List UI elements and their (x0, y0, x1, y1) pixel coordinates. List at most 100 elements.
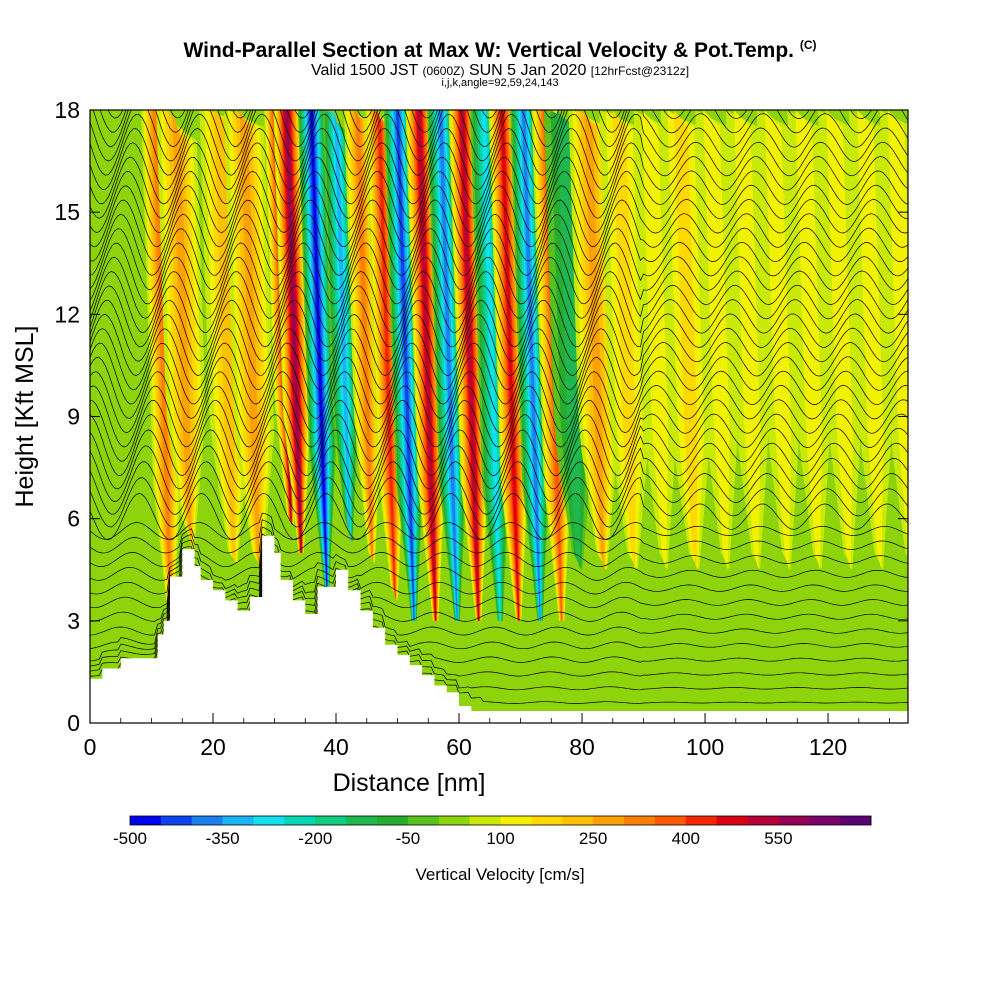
copyright-mark: (C) (799, 38, 817, 52)
isentrope-line (90, 128, 908, 191)
velocity-contour-fill (887, 110, 908, 554)
velocity-band (818, 110, 861, 570)
colorbar-tick-label: 100 (486, 829, 514, 848)
axes: 0 20 40 60 80 100 120 0 3 6 9 12 15 18 Distance [nm] He… (11, 97, 908, 797)
colorbar-swatch (191, 816, 223, 825)
colorbar-swatch (778, 816, 810, 825)
isentrope-line (90, 461, 908, 515)
terrain (90, 535, 484, 723)
velocity-contour-fill (826, 110, 853, 570)
isentrope-line (90, 429, 908, 490)
velocity-contour-fill (673, 110, 698, 570)
isentrope-line (90, 299, 908, 362)
colorbar-swatch (130, 816, 162, 825)
colorbar-tick-label: -350 (206, 829, 240, 848)
isentrope-line (90, 285, 908, 348)
x-tick-label: 100 (686, 734, 724, 760)
y-tick-label: 12 (54, 301, 80, 327)
isentrope-line (90, 185, 908, 248)
subtitle-date: SUN 5 Jan 2020 (468, 62, 587, 79)
y-tick-label: 9 (67, 404, 80, 430)
isentrope-line (90, 493, 908, 541)
velocity-band (879, 110, 908, 559)
x-tick-label: 120 (809, 734, 847, 760)
x-tick-label: 0 (84, 734, 97, 760)
isentrope-line (90, 371, 908, 434)
velocity-band (695, 110, 738, 570)
chart-subtitle: Valid 1500 JST (0600Z) SUN 5 Jan 2020 [1… (0, 62, 1000, 80)
isentrope-line (90, 142, 908, 205)
isentrope-line (90, 170, 908, 233)
velocity-contour-fill (500, 110, 519, 621)
velocity-band (725, 110, 769, 570)
colorbar-tick-label: -200 (298, 829, 332, 848)
colorbar-tick-label: 550 (764, 829, 792, 848)
isentrope-line (92, 110, 908, 148)
isentrope-line (90, 242, 908, 305)
velocity-contour-fill (557, 110, 581, 570)
chart-title: Wind-Parallel Section at Max W: Vertical… (0, 38, 1000, 63)
surface-band (459, 711, 908, 723)
colorbar-tick-label: 400 (672, 829, 700, 848)
colorbar-swatch (747, 816, 779, 825)
velocity-contour-fill (438, 110, 458, 621)
x-tick-label: 80 (569, 734, 595, 760)
x-tick-label: 20 (200, 734, 226, 760)
colorbar-swatch (407, 816, 440, 825)
chart-parameters: i,j,k,angle=92,59,24,143 (441, 77, 559, 89)
isentrope-line (90, 385, 908, 448)
velocity-contour-fill (481, 110, 501, 621)
colorbar-swatch (716, 816, 748, 825)
isentrope-line (90, 512, 908, 540)
colorbar-swatch (500, 816, 532, 825)
isentrope-line (90, 519, 908, 554)
isentrope-line (90, 540, 908, 595)
isentrope-line (90, 256, 908, 319)
isentrope-line (90, 477, 908, 528)
colorbar-swatch (531, 816, 563, 825)
velocity-contour-fill (239, 110, 260, 570)
colorbar-swatch (438, 816, 470, 825)
velocity-contour-fill (172, 110, 192, 550)
isentrope-line (90, 213, 908, 276)
isentrope-line (90, 199, 908, 262)
velocity-contour-fill (703, 110, 730, 570)
subtitle-valid: Valid 1500 JST (310, 62, 418, 79)
velocity-band (787, 110, 830, 570)
isentrope-line (90, 547, 908, 609)
isentrope-line (99, 110, 872, 133)
y-axis-label: Height [Kft MSL] (11, 325, 39, 507)
x-tick-label: 60 (446, 734, 472, 760)
terrain-mask (90, 535, 908, 723)
colorbar-swatch (809, 816, 841, 825)
isentrope-line (90, 399, 908, 462)
velocity-contour-fill (733, 110, 761, 570)
velocity-contour-fill (310, 110, 328, 587)
velocity-contour-fill (152, 110, 172, 621)
isentrope-line (90, 328, 908, 391)
colorbar-tick-label: -500 (113, 829, 147, 848)
y-tick-label: 6 (67, 506, 80, 532)
colorbar-swatch (840, 816, 872, 825)
colorbar-swatch (377, 816, 409, 825)
isentrope-line (90, 113, 908, 176)
isentrope-line (90, 110, 908, 162)
colorbar-tick-label: 250 (579, 829, 607, 848)
subtitle-forecast: [12hrFcst@2312z] (590, 64, 690, 78)
colorbar-tick-label: -50 (396, 829, 421, 848)
colorbar-swatch (654, 816, 687, 825)
isentrope-line (90, 313, 908, 376)
colorbar-swatch (253, 816, 285, 825)
x-tick-label: 40 (323, 734, 349, 760)
velocity-contour-fill (521, 110, 541, 621)
isentrope-line (90, 554, 908, 622)
velocity-contour-fill (795, 110, 822, 570)
title-text: Wind-Parallel Section at Max W: Vertical… (183, 39, 794, 62)
velocity-contour-fill (641, 110, 669, 570)
isentrope-line (90, 228, 908, 291)
colorbar-swatch (593, 816, 625, 825)
isentrope-line (90, 526, 908, 568)
y-tick-label: 18 (54, 97, 80, 123)
isentrope-line (90, 356, 908, 419)
